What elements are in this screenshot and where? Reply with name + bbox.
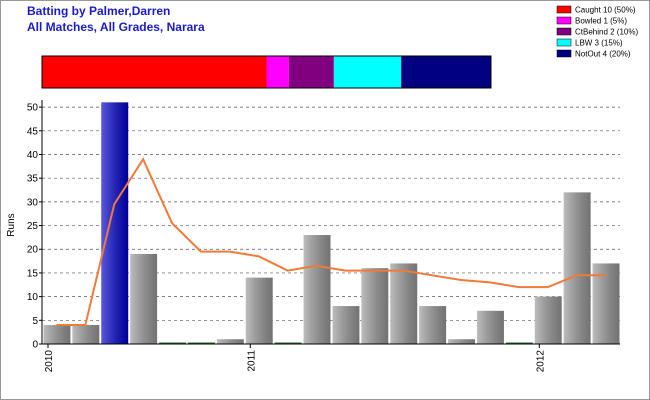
y-tick-label: 50: [27, 103, 39, 114]
legend-swatch: [556, 5, 572, 14]
breakdown-segment: [42, 56, 267, 88]
breakdown-border: [41, 55, 492, 89]
legend-label: NotOut 4 (20%): [575, 50, 631, 59]
bar-shade: [303, 235, 331, 344]
legend-swatch: [556, 16, 572, 25]
legend-swatch: [556, 49, 572, 58]
y-tick-label: 40: [27, 150, 39, 161]
bar-shade: [43, 325, 71, 344]
y-tick-label: 25: [27, 221, 39, 232]
chart-subtitle: All Matches, All Grades, Narara: [27, 20, 205, 34]
legend-label: LBW 3 (15%): [575, 39, 623, 48]
bar-shade: [477, 310, 504, 344]
bar-shade: [419, 306, 447, 344]
bar-shade: [592, 263, 620, 344]
bar-shade: [72, 325, 100, 344]
bar-shade: [361, 268, 389, 344]
y-tick-label: 20: [27, 245, 39, 256]
bar-shade: [245, 277, 273, 344]
breakdown-segment: [288, 56, 334, 88]
y-axis-label: Runs: [6, 213, 17, 236]
y-tick-label: 10: [27, 292, 39, 303]
y-tick-label: 35: [27, 174, 39, 185]
bar-shade: [332, 306, 360, 344]
bar-shade: [130, 253, 158, 344]
x-tick-label: 2012: [535, 350, 546, 373]
legend-swatch: [556, 38, 572, 47]
bar-shade: [448, 339, 475, 344]
breakdown-segment: [333, 56, 402, 88]
x-tick-label: 2011: [246, 350, 257, 372]
y-tick-label: 45: [27, 126, 39, 137]
y-tick-label: 0: [32, 340, 38, 351]
legend-swatch: [556, 27, 572, 36]
bar-shade: [216, 339, 244, 344]
bar-shade: [534, 296, 562, 344]
breakdown-segment: [266, 56, 289, 88]
legend-label: Bowled 1 (5%): [575, 17, 627, 26]
y-tick-label: 15: [27, 268, 39, 279]
breakdown-segment: [401, 56, 491, 88]
bar-shade: [101, 102, 129, 345]
y-tick-label: 30: [27, 197, 39, 208]
legend-label: CtBehind 2 (10%): [575, 28, 638, 37]
y-tick-label: 5: [32, 316, 38, 327]
x-tick-label: 2010: [44, 350, 55, 373]
chart-title: Batting by Palmer,Darren: [27, 4, 170, 18]
bar-shade: [563, 192, 591, 344]
legend-label: Caught 10 (50%): [575, 6, 636, 15]
bar-shade: [390, 263, 418, 344]
trend-line: [56, 157, 606, 327]
